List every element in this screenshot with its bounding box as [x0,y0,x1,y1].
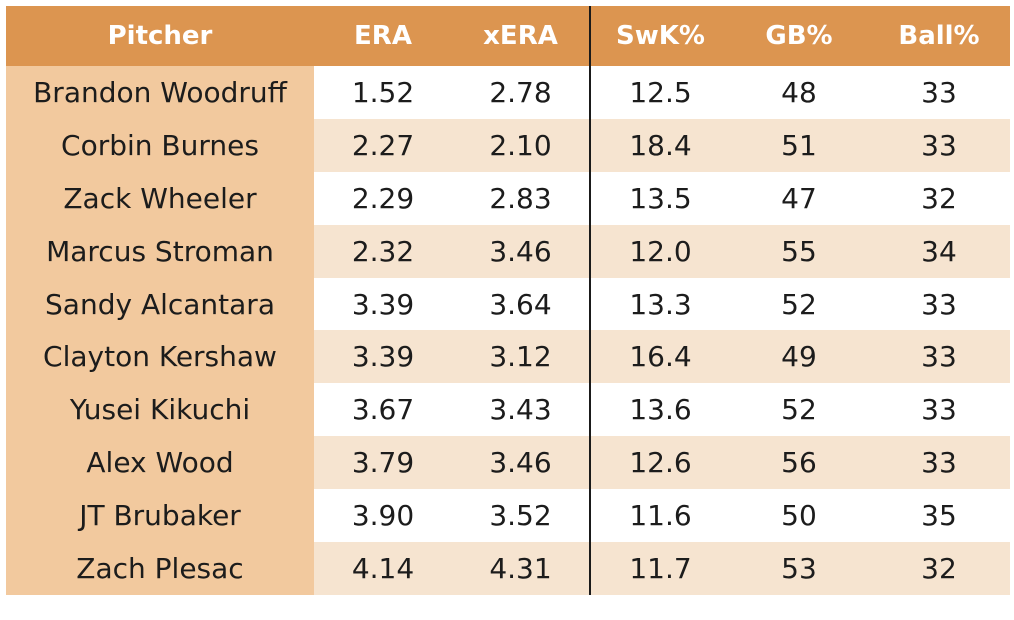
xera-cell: 3.64 [452,277,590,331]
ball-cell: 33 [868,277,1010,331]
header-swk: SwK% [589,6,730,66]
era-cell: 2.32 [314,224,452,278]
era-cell: 3.90 [314,489,452,543]
era-cell: 3.39 [314,330,452,384]
ball-cell: 32 [868,171,1010,225]
xera-cell: 2.78 [452,66,590,119]
pitcher-name-cell: JT Brubaker [6,489,314,543]
header-ball: Ball% [868,6,1010,66]
table-row: Corbin Burnes 2.27 2.10 18.4 51 33 [6,118,1010,172]
table-row: Yusei Kikuchi 3.67 3.43 13.6 52 33 [6,383,1010,437]
era-cell: 3.79 [314,436,452,490]
swk-cell: 18.4 [589,118,730,172]
ball-cell: 33 [868,66,1010,119]
ball-cell: 33 [868,436,1010,490]
header-pitcher: Pitcher [6,6,314,66]
era-cell: 3.39 [314,277,452,331]
gb-cell: 52 [730,277,868,331]
table-row: Alex Wood 3.79 3.46 12.6 56 33 [6,436,1010,490]
gb-cell: 48 [730,66,868,119]
gb-cell: 51 [730,118,868,172]
swk-cell: 12.5 [589,66,730,119]
gb-cell: 49 [730,330,868,384]
swk-cell: 13.3 [589,277,730,331]
era-cell: 4.14 [314,542,452,595]
era-cell: 1.52 [314,66,452,119]
swk-cell: 16.4 [589,330,730,384]
ball-cell: 35 [868,489,1010,543]
pitcher-name-cell: Corbin Burnes [6,118,314,172]
ball-cell: 33 [868,118,1010,172]
swk-cell: 13.6 [589,383,730,437]
swk-cell: 13.5 [589,171,730,225]
xera-cell: 3.12 [452,330,590,384]
gb-cell: 55 [730,224,868,278]
header-xera: xERA [452,6,590,66]
pitcher-name-cell: Clayton Kershaw [6,330,314,384]
table-row: Zach Plesac 4.14 4.31 11.7 53 32 [6,542,1010,595]
gb-cell: 50 [730,489,868,543]
xera-cell: 4.31 [452,542,590,595]
xera-cell: 2.10 [452,118,590,172]
gb-cell: 47 [730,171,868,225]
header-row: Pitcher ERA xERA SwK% GB% Ball% [6,6,1010,66]
gb-cell: 56 [730,436,868,490]
header-era: ERA [314,6,452,66]
pitcher-name-cell: Brandon Woodruff [6,66,314,119]
pitcher-name-cell: Alex Wood [6,436,314,490]
pitcher-stats-table: Pitcher ERA xERA SwK% GB% Ball% Brandon … [6,6,1010,595]
xera-cell: 3.46 [452,436,590,490]
era-cell: 2.29 [314,171,452,225]
table-row: Zack Wheeler 2.29 2.83 13.5 47 32 [6,171,1010,225]
table-row: JT Brubaker 3.90 3.52 11.6 50 35 [6,489,1010,543]
era-cell: 2.27 [314,118,452,172]
swk-cell: 11.6 [589,489,730,543]
pitcher-name-cell: Sandy Alcantara [6,277,314,331]
header-gb: GB% [730,6,868,66]
ball-cell: 33 [868,383,1010,437]
ball-cell: 34 [868,224,1010,278]
table-row: Clayton Kershaw 3.39 3.12 16.4 49 33 [6,330,1010,384]
table-row: Marcus Stroman 2.32 3.46 12.0 55 34 [6,224,1010,278]
pitcher-name-cell: Yusei Kikuchi [6,383,314,437]
ball-cell: 33 [868,330,1010,384]
xera-cell: 3.46 [452,224,590,278]
swk-cell: 12.0 [589,224,730,278]
xera-cell: 3.52 [452,489,590,543]
xera-cell: 2.83 [452,171,590,225]
gb-cell: 53 [730,542,868,595]
pitcher-name-cell: Zack Wheeler [6,171,314,225]
ball-cell: 32 [868,542,1010,595]
era-cell: 3.67 [314,383,452,437]
pitcher-name-cell: Zach Plesac [6,542,314,595]
gb-cell: 52 [730,383,868,437]
swk-cell: 12.6 [589,436,730,490]
swk-cell: 11.7 [589,542,730,595]
table-row: Brandon Woodruff 1.52 2.78 12.5 48 33 [6,66,1010,119]
table-row: Sandy Alcantara 3.39 3.64 13.3 52 33 [6,277,1010,331]
pitcher-name-cell: Marcus Stroman [6,224,314,278]
xera-cell: 3.43 [452,383,590,437]
